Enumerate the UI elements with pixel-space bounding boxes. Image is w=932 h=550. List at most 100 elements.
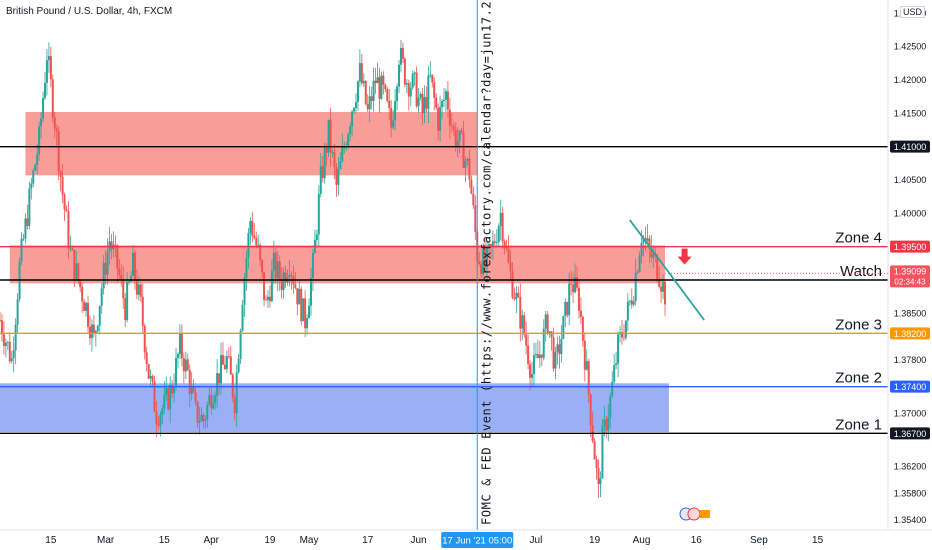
chart-annotations[interactable]: FOMC & FED Event (https://www.forexfacto… — [476, 0, 710, 530]
candle-body — [229, 356, 232, 375]
down-arrow-icon — [677, 248, 692, 265]
candle-body — [311, 253, 314, 279]
candle-body — [419, 94, 422, 98]
candle-body — [382, 75, 385, 85]
candle-body — [497, 226, 500, 242]
candle-body — [513, 297, 516, 299]
candle-body — [360, 63, 363, 84]
candle-body — [462, 132, 465, 168]
candle-body — [43, 82, 46, 99]
candle-body — [603, 419, 606, 426]
x-tick-label: 15 — [45, 535, 57, 546]
candle-body — [38, 126, 41, 155]
candle-body — [90, 324, 93, 339]
chart-title: British Pound / U.S. Dollar, 4h, FXCM — [6, 6, 173, 17]
candle-body — [585, 361, 588, 370]
candle-body — [564, 301, 567, 317]
candle-body — [374, 80, 377, 84]
candle-body — [583, 340, 586, 370]
candle-body — [452, 126, 455, 130]
candle-body — [384, 84, 387, 90]
candle-body — [204, 419, 207, 422]
candle-body — [482, 249, 485, 275]
candle-body — [263, 272, 266, 300]
candle-body — [157, 424, 160, 426]
candle-body — [431, 74, 434, 83]
current-price-badge — [890, 265, 930, 288]
candle-body — [282, 272, 285, 290]
candle-body — [351, 111, 354, 127]
horizontal-levels[interactable]: Zone 4 Watch Zone 3 Zone 2 Zone 1 — [0, 145, 888, 435]
candle-body — [417, 97, 420, 107]
candle-body — [407, 83, 410, 97]
candle-body — [69, 248, 72, 250]
y-tick-label: 1.41500 — [894, 108, 927, 118]
candle-body — [429, 74, 432, 76]
level-zone-2-badge-text: 1.37400 — [894, 382, 927, 392]
candle-body — [450, 125, 453, 127]
candle-body — [392, 120, 395, 128]
candle-body — [306, 318, 309, 329]
candle-body — [12, 350, 15, 359]
x-tick-label: Jun — [411, 535, 427, 546]
flag-icon — [687, 507, 701, 521]
candle-body — [394, 100, 397, 121]
candle-body — [161, 408, 164, 415]
candle-body — [489, 244, 492, 247]
candle-body — [288, 274, 291, 278]
candle-body — [638, 255, 641, 272]
candle-body — [630, 300, 633, 305]
candle-body — [660, 286, 663, 292]
candle-body — [331, 152, 334, 153]
candle-body — [132, 252, 135, 276]
candle-body — [640, 242, 643, 256]
candle-body — [554, 352, 557, 369]
candle-body — [59, 171, 62, 177]
candle-body — [169, 384, 172, 410]
level-zone-2-badge — [890, 380, 930, 393]
candle-body — [376, 77, 379, 84]
candle-body — [10, 358, 13, 362]
candle-body — [550, 331, 553, 338]
candle-body — [628, 300, 631, 302]
currency-label[interactable]: USD — [900, 6, 926, 18]
x-tick-label: 15 — [812, 535, 824, 546]
level-watch-label: Watch — [840, 263, 882, 280]
candle-body — [405, 83, 408, 85]
crosshair-date-badge[interactable] — [441, 532, 514, 548]
candle-body — [484, 249, 487, 268]
candle-body — [415, 72, 418, 107]
candle-body — [173, 386, 176, 394]
candle-body — [427, 75, 430, 109]
candle-body — [55, 128, 58, 132]
candle-body — [255, 237, 258, 246]
candle-body — [493, 241, 496, 243]
candle-body — [546, 314, 549, 333]
candle-body — [556, 344, 559, 353]
candle-body — [75, 263, 78, 280]
candle-body — [523, 315, 526, 335]
candle-body — [61, 176, 64, 195]
trendline[interactable] — [629, 219, 705, 321]
candle-body — [114, 244, 117, 246]
y-tick-label: 1.35800 — [894, 488, 927, 498]
candle-body — [257, 244, 260, 246]
candle-body — [505, 247, 508, 249]
candle-body — [658, 279, 661, 287]
candle-body — [122, 279, 125, 299]
candle-body — [77, 263, 80, 281]
level-zone-1-badge-text: 1.36700 — [894, 429, 927, 439]
candle-body — [521, 315, 524, 329]
candle-body — [525, 334, 528, 346]
candle-body — [349, 126, 352, 135]
candle-body — [8, 341, 11, 362]
candle-body — [423, 97, 426, 114]
candle-body — [243, 277, 246, 305]
candle-body — [341, 148, 344, 162]
candle-body — [503, 241, 506, 248]
candle-body — [274, 252, 277, 279]
candle-body — [83, 301, 86, 311]
candle-body — [102, 262, 105, 289]
